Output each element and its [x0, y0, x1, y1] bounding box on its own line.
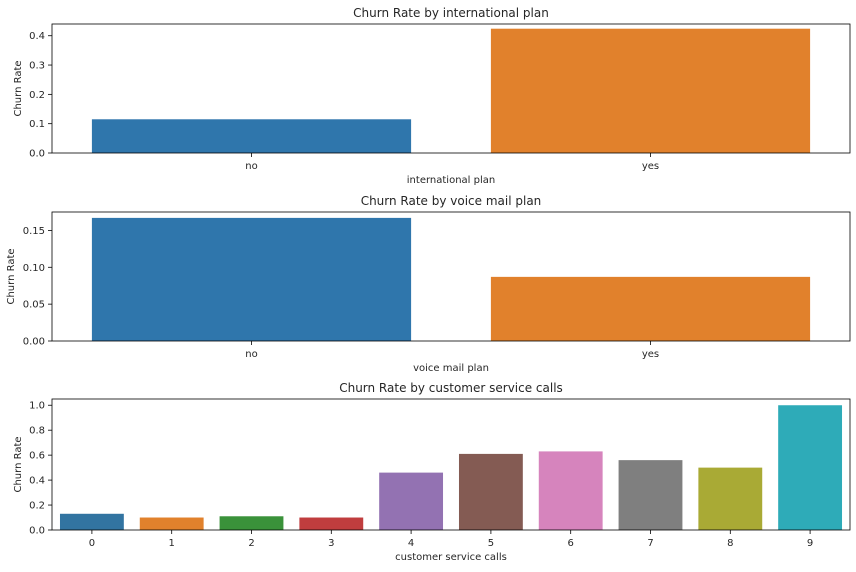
- bar-7: [618, 460, 683, 530]
- bar-9: [778, 405, 843, 530]
- bar-yes: [490, 276, 811, 341]
- x-tick-label: 5: [488, 538, 494, 549]
- x-axis-label: international plan: [407, 175, 495, 186]
- y-tick-label: 0.4: [29, 31, 45, 42]
- y-tick-label: 0.0: [29, 149, 45, 160]
- bar-5: [458, 453, 523, 530]
- y-tick-label: 0.05: [23, 300, 45, 311]
- y-axis-label: Churn Rate: [13, 436, 24, 492]
- axes-frame: [51, 398, 851, 531]
- y-tick-label: 0.2: [29, 501, 45, 512]
- bar-no: [91, 217, 412, 341]
- y-tick-label: 0.15: [23, 226, 45, 237]
- bar-no: [91, 119, 412, 153]
- x-tick-label: no: [245, 161, 257, 172]
- x-axis-label: voice mail plan: [413, 363, 489, 374]
- y-tick-label: 1.0: [29, 401, 45, 412]
- y-axis-label: Churn Rate: [6, 248, 17, 304]
- x-tick-label: 2: [248, 538, 254, 549]
- x-tick-label: 1: [169, 538, 175, 549]
- y-tick-label: 0.4: [29, 476, 45, 487]
- x-tick-label: 4: [408, 538, 414, 549]
- x-tick-label: 6: [568, 538, 574, 549]
- bar-3: [299, 517, 364, 530]
- y-tick-label: 0.2: [29, 90, 45, 101]
- x-tick-label: 9: [807, 538, 813, 549]
- y-tick-label: 0.3: [29, 61, 45, 72]
- bar-0: [59, 513, 124, 530]
- x-tick-label: 3: [328, 538, 334, 549]
- x-tick-label: 7: [647, 538, 653, 549]
- y-tick-label: 0.0: [29, 526, 45, 537]
- bar-1: [139, 517, 204, 530]
- bar-2: [219, 516, 284, 530]
- y-tick-label: 0.6: [29, 451, 45, 462]
- x-tick-label: yes: [642, 349, 659, 360]
- chart-title: Churn Rate by voice mail plan: [361, 194, 542, 208]
- bar-6: [538, 451, 603, 530]
- axes-frame: [51, 23, 851, 154]
- y-tick-label: 0.1: [29, 119, 45, 130]
- y-tick-label: 0.10: [23, 263, 45, 274]
- y-axis-label: Churn Rate: [13, 60, 24, 116]
- x-tick-label: 8: [727, 538, 733, 549]
- x-tick-label: no: [245, 349, 257, 360]
- x-axis-label: customer service calls: [395, 552, 507, 563]
- bar-yes: [490, 28, 811, 153]
- chart-title: Churn Rate by customer service calls: [339, 381, 563, 395]
- y-tick-label: 0.00: [23, 337, 45, 348]
- axes-frame: [51, 211, 851, 342]
- x-tick-label: yes: [642, 161, 659, 172]
- x-tick-label: 0: [89, 538, 95, 549]
- bar-4: [379, 472, 444, 530]
- chart-title: Churn Rate by international plan: [353, 6, 549, 20]
- bar-8: [698, 467, 763, 530]
- y-tick-label: 0.8: [29, 426, 45, 437]
